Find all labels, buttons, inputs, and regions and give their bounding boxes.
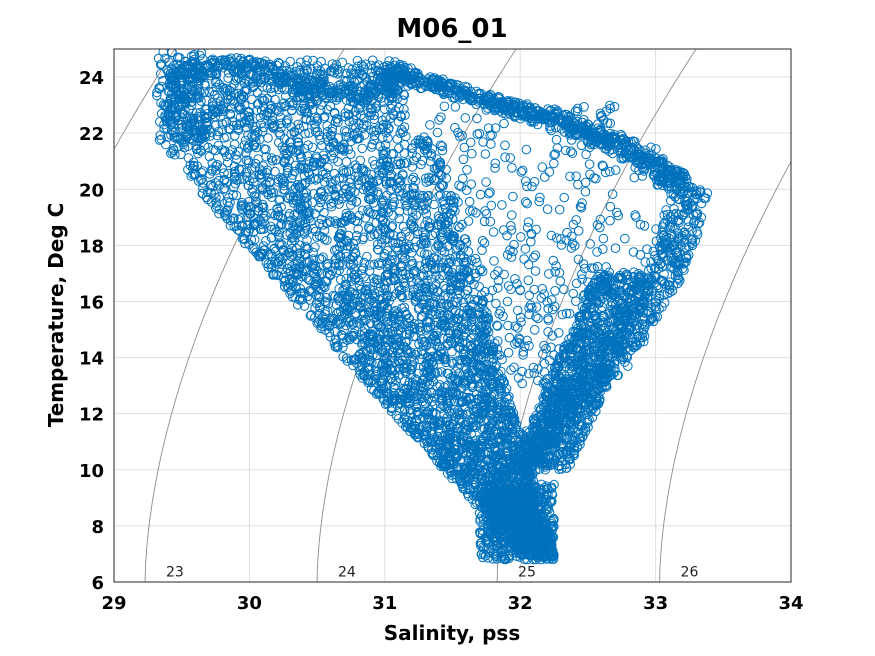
data-point — [327, 123, 338, 134]
data-point — [358, 263, 369, 274]
data-point — [281, 101, 292, 111]
data-point — [346, 214, 357, 224]
data-point — [186, 171, 196, 181]
data-point — [356, 110, 366, 120]
data-point — [211, 198, 222, 208]
data-point — [393, 116, 404, 127]
data-point — [243, 130, 253, 140]
data-point — [440, 203, 451, 214]
density-contour-label: 26 — [681, 564, 699, 580]
data-point — [277, 175, 288, 185]
data-point — [380, 218, 391, 228]
data-point — [293, 119, 304, 130]
data-point — [424, 176, 434, 186]
data-point — [307, 142, 318, 153]
density-contour-line — [114, 49, 176, 151]
data-point — [285, 137, 296, 148]
data-point — [359, 257, 370, 268]
data-point — [310, 127, 321, 137]
data-point — [379, 196, 389, 207]
data-point — [439, 247, 450, 257]
data-point — [389, 197, 400, 207]
data-point — [235, 213, 246, 224]
data-point — [196, 175, 206, 185]
data-point — [423, 394, 434, 404]
data-point — [369, 229, 380, 240]
data-point — [359, 130, 370, 140]
data-point — [232, 154, 242, 165]
data-point — [311, 96, 322, 107]
data-point — [387, 184, 397, 194]
data-point — [401, 201, 412, 211]
density-contour-line — [0, 21, 24, 638]
data-point — [274, 127, 284, 138]
density-contour-labels: 23 24 25 26 — [166, 564, 698, 580]
data-point — [221, 206, 232, 216]
data-point — [388, 193, 399, 204]
data-point — [337, 57, 348, 68]
data-point — [367, 71, 378, 82]
data-point — [457, 355, 467, 366]
data-point — [373, 258, 384, 268]
data-point — [434, 191, 444, 201]
data-point — [180, 136, 191, 146]
data-point — [402, 183, 413, 194]
data-point — [396, 290, 406, 301]
data-point — [407, 260, 417, 270]
data-point — [366, 344, 377, 355]
data-point — [408, 188, 419, 199]
density-contour-label: 23 — [166, 564, 184, 580]
data-point — [478, 353, 489, 363]
data-point — [352, 55, 363, 66]
data-point — [322, 258, 333, 269]
data-points — [152, 49, 713, 565]
data-point — [212, 201, 222, 211]
data-point — [419, 373, 430, 383]
data-point — [343, 63, 354, 73]
data-point — [248, 244, 258, 254]
data-point — [276, 220, 286, 230]
data-point — [202, 187, 213, 197]
data-point — [371, 316, 382, 326]
data-point — [281, 143, 291, 153]
data-point — [357, 143, 368, 154]
data-point — [266, 103, 277, 114]
data-point — [198, 178, 208, 188]
data-point — [378, 366, 388, 376]
data-point — [305, 285, 316, 296]
data-point — [352, 216, 363, 227]
data-point — [214, 192, 225, 202]
density-contour-label: 24 — [338, 564, 356, 580]
data-point — [240, 238, 250, 249]
data-point — [344, 116, 355, 127]
density-contour-line — [144, 49, 345, 582]
data-point — [377, 258, 387, 269]
data-point — [278, 184, 288, 195]
data-point — [239, 174, 249, 184]
data-point — [391, 183, 402, 193]
data-point — [283, 114, 293, 125]
data-point — [418, 270, 429, 281]
density-contour-label: 25 — [518, 564, 536, 580]
data-point — [361, 120, 372, 131]
data-point — [217, 163, 227, 173]
data-point — [351, 123, 361, 133]
data-point — [392, 134, 403, 144]
data-point — [325, 177, 336, 188]
data-point — [308, 158, 319, 168]
data-point — [365, 260, 375, 270]
density-contour-line — [659, 160, 791, 582]
data-point — [373, 239, 383, 250]
data-point — [494, 397, 504, 408]
